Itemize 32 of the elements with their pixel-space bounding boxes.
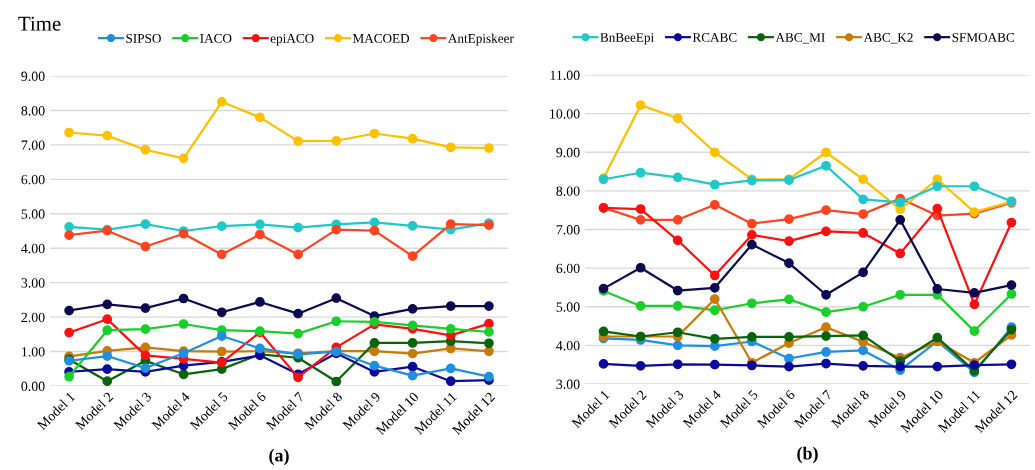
- y-tick-label: 11.00: [550, 70, 580, 81]
- legend-label: RCABC: [692, 33, 737, 42]
- y-tick-label: 4.00: [556, 340, 580, 351]
- legend-label: BnBeeEpi: [600, 33, 654, 45]
- legend-label: SIPSO: [126, 33, 161, 43]
- y-tick-label: 3.00: [556, 379, 580, 390]
- y-tick-label: 9.00: [556, 147, 580, 158]
- legend-label: epiACO: [270, 33, 314, 46]
- y-tick-label: 5.00: [556, 302, 580, 312]
- y-tick-label: 8.00: [21, 106, 45, 116]
- y-tick-label: 6.00: [21, 174, 45, 185]
- y-tick-label: 3.00: [21, 278, 45, 288]
- legend-label: MACOED: [352, 33, 410, 43]
- y-tick-label: 7.00: [21, 140, 45, 150]
- legend-label: ABC_K2: [863, 33, 913, 44]
- y-tick-label: 0.00: [21, 381, 45, 392]
- y-tick-label: 9.00: [21, 71, 45, 82]
- y-tick-label: 4.00: [21, 243, 45, 254]
- legend-label: ABC_MI: [775, 33, 825, 44]
- y-tick-label: 6.00: [556, 263, 580, 274]
- y-tick-label: 5.00: [21, 209, 45, 219]
- y-tick-label: 10.00: [550, 109, 580, 119]
- legend-label: SFMOABC: [952, 33, 1015, 42]
- x-axis-title: (b): [797, 446, 818, 464]
- y-tick-label: 8.00: [556, 186, 580, 196]
- legend-label: IACO: [200, 33, 232, 43]
- y-tick-label: 2.00: [21, 312, 45, 323]
- y-tick-label: 7.00: [556, 225, 580, 235]
- legend-label: AntEpiskeer: [448, 33, 514, 46]
- chart-title: Time: [18, 16, 61, 31]
- y-tick-label: 1.00: [22, 347, 45, 357]
- x-axis-title: (a): [269, 448, 289, 466]
